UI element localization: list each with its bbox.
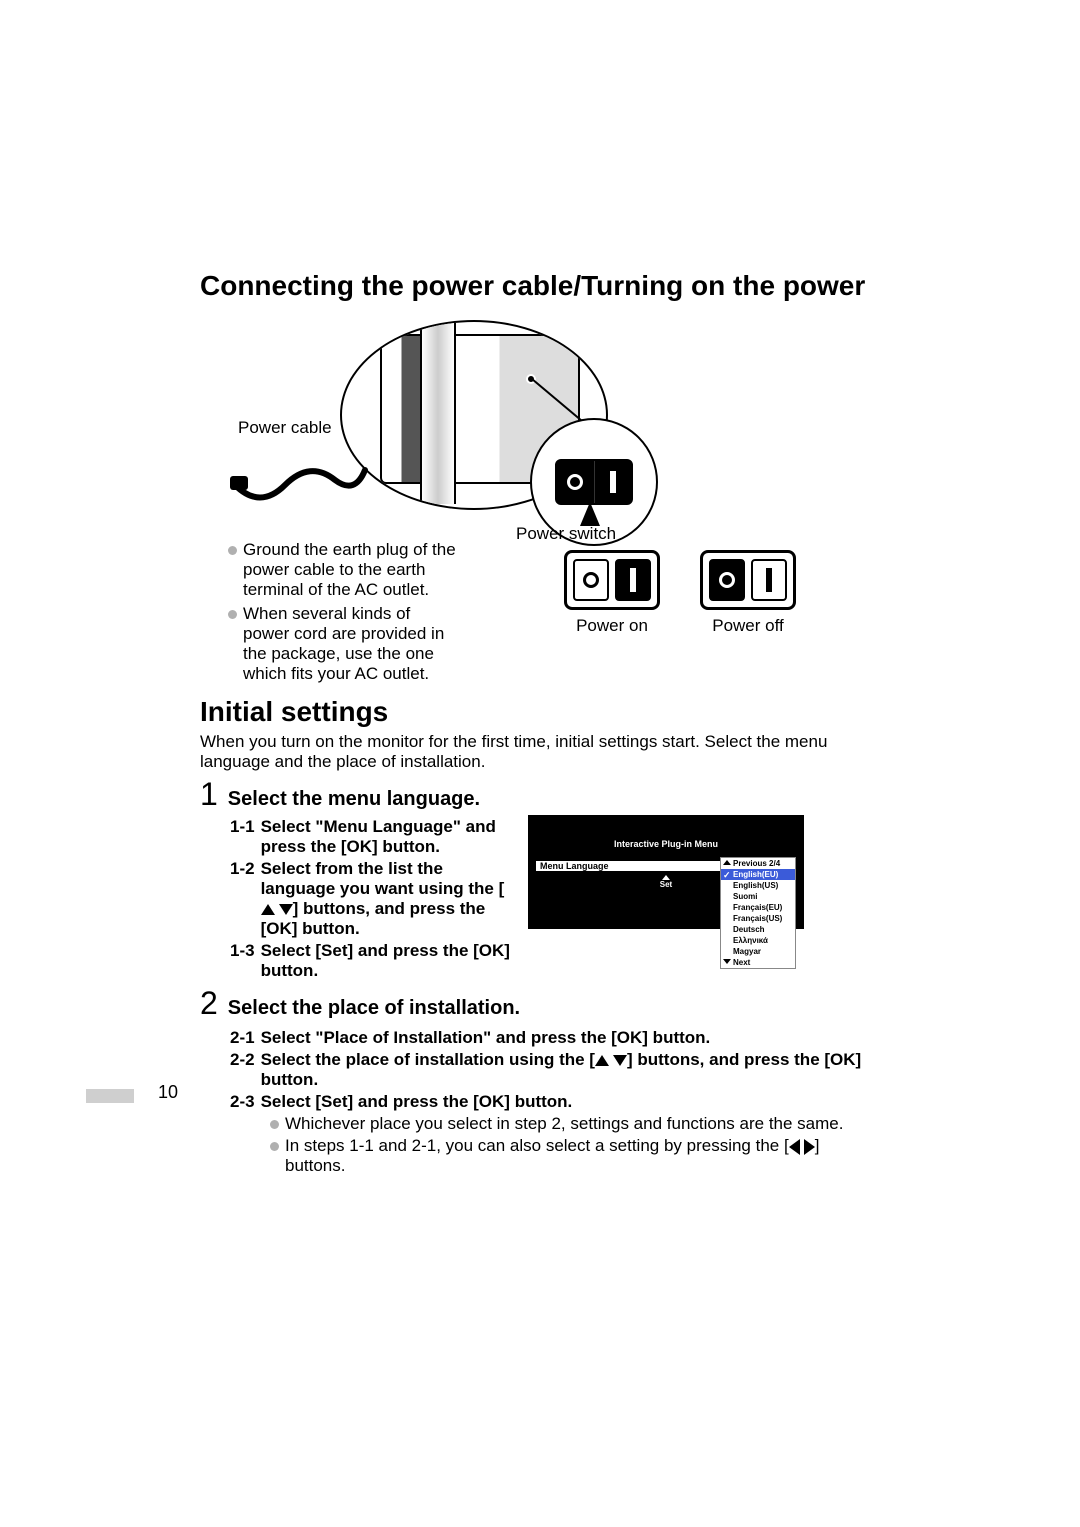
bullet-icon [270, 1142, 279, 1151]
power-switch-label: Power switch [516, 524, 616, 544]
arrow-up-icon [580, 502, 600, 526]
substep-2-2: 2-2 Select the place of installation usi… [230, 1050, 880, 1090]
osd-language-dropdown: Previous 2/4 ✓English(EU) English(US) Su… [720, 857, 796, 969]
initial-settings-heading: Initial settings [200, 696, 880, 728]
dropdown-item: Ελληνικά [721, 935, 795, 946]
bullet-text: When several kinds of power cord are pro… [243, 604, 460, 684]
left-right-icon [789, 1139, 815, 1155]
step-number: 2 [200, 987, 218, 1019]
bullet-ground: Ground the earth plug of the power cable… [228, 540, 460, 600]
osd-title: Interactive Plug-in Menu [536, 839, 796, 849]
note-1: Whichever place you select in step 2, se… [270, 1114, 880, 1134]
substep-2-3: 2-3 Select [Set] and press the [OK] butt… [230, 1092, 880, 1112]
substep-1-3: 1-3 Select [Set] and press the [OK] butt… [230, 941, 510, 981]
step-2-header: 2 Select the place of installation. [200, 987, 880, 1020]
initial-settings-intro: When you turn on the monitor for the fir… [200, 732, 880, 772]
substep-2-1: 2-1 Select "Place of Installation" and p… [230, 1028, 880, 1048]
step-1-header: 1 Select the menu language. [200, 778, 880, 811]
bullet-icon [228, 546, 237, 555]
cable-icon [230, 430, 370, 520]
section-heading: Connecting the power cable/Turning on th… [200, 270, 880, 302]
dropdown-item: Suomi [721, 891, 795, 902]
side-tab [86, 1089, 134, 1103]
dropdown-item: English(US) [721, 880, 795, 891]
dropdown-item: Français(EU) [721, 902, 795, 913]
power-off-label: Power off [712, 616, 784, 636]
power-on-diagram: Power on [564, 550, 660, 636]
power-illustration: Power cable Power switch [200, 312, 880, 532]
power-info-row: Ground the earth plug of the power cable… [200, 540, 880, 688]
power-off-diagram: Power off [700, 550, 796, 636]
up-down-icon [261, 904, 293, 915]
note-2: In steps 1-1 and 2-1, you can also selec… [270, 1136, 880, 1176]
dropdown-item: Deutsch [721, 924, 795, 935]
bullet-icon [228, 610, 237, 619]
dropdown-item: Français(US) [721, 913, 795, 924]
osd-menu: Interactive Plug-in Menu Menu Language E… [528, 815, 804, 929]
rocker-switch-icon [555, 459, 633, 505]
dropdown-item: ✓English(EU) [721, 869, 795, 880]
page-number: 10 [158, 1082, 178, 1103]
substep-1-2: 1-2 Select from the list the language yo… [230, 859, 510, 939]
dropdown-prev: Previous 2/4 [721, 858, 795, 869]
step-number: 1 [200, 778, 218, 810]
step-title: Select the menu language. [228, 788, 480, 811]
bullet-icon [270, 1120, 279, 1129]
power-on-label: Power on [576, 616, 648, 636]
dropdown-item: Magyar [721, 946, 795, 957]
dropdown-next: Next [721, 957, 795, 968]
bullet-several-cords: When several kinds of power cord are pro… [228, 604, 460, 684]
substep-1-1: 1-1 Select "Menu Language" and press the… [230, 817, 510, 857]
step-title: Select the place of installation. [228, 997, 520, 1020]
up-down-icon [595, 1055, 627, 1066]
bullet-text: Ground the earth plug of the power cable… [243, 540, 460, 600]
